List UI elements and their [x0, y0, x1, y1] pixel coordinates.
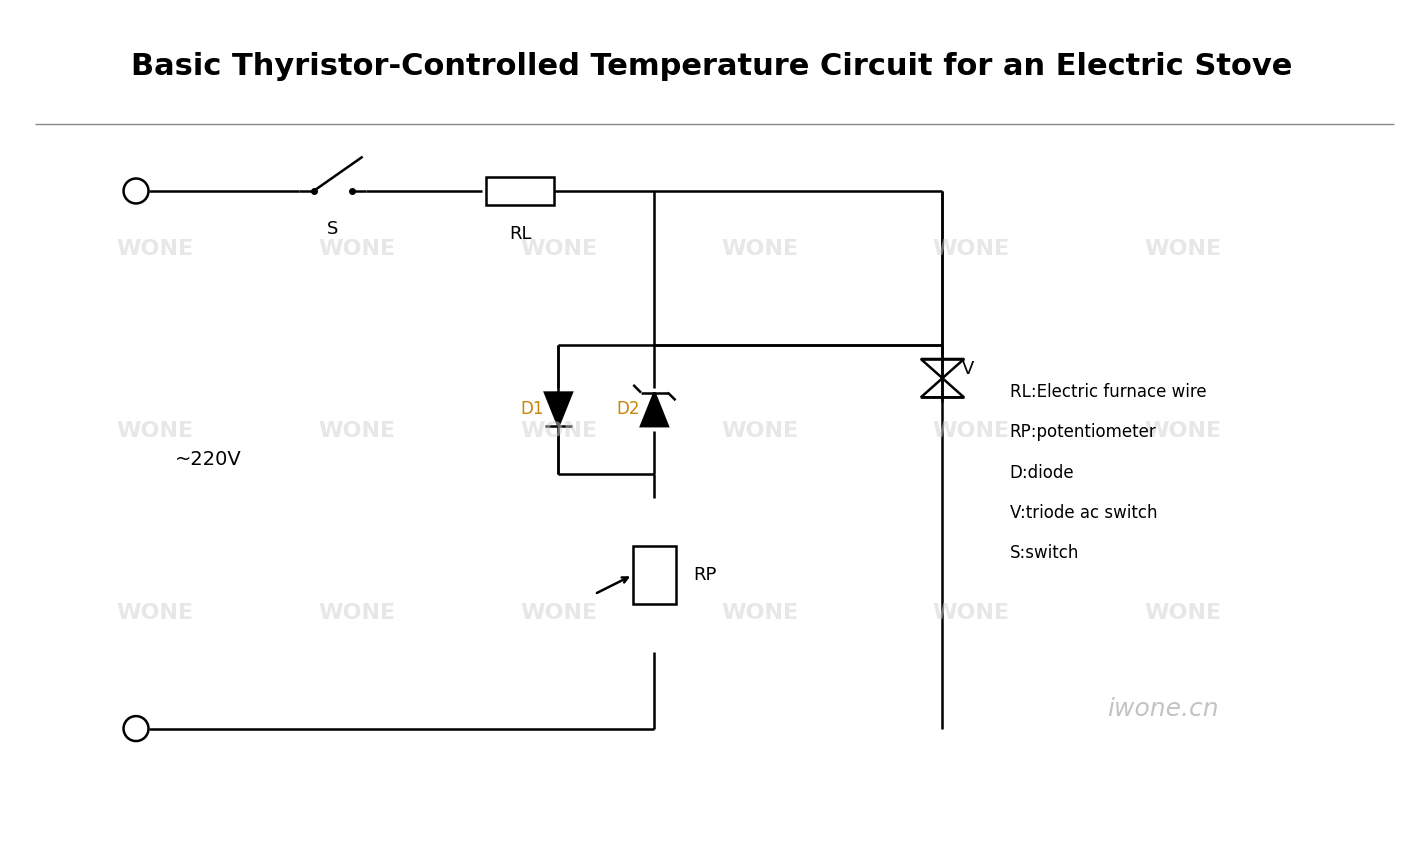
- Text: RL: RL: [509, 225, 532, 243]
- Text: D2: D2: [617, 400, 640, 418]
- Text: WONE: WONE: [1144, 238, 1221, 258]
- Text: WONE: WONE: [520, 238, 597, 258]
- Text: WONE: WONE: [721, 238, 798, 258]
- Text: RL:Electric furnace wire: RL:Electric furnace wire: [1010, 383, 1206, 401]
- Text: Basic Thyristor-Controlled Temperature Circuit for an Electric Stove: Basic Thyristor-Controlled Temperature C…: [131, 52, 1292, 81]
- Text: WONE: WONE: [1144, 421, 1221, 441]
- Text: iwone.cn: iwone.cn: [1107, 697, 1218, 722]
- Text: RP:potentiometer: RP:potentiometer: [1010, 424, 1156, 442]
- Text: S:switch: S:switch: [1010, 544, 1079, 562]
- Text: S: S: [328, 220, 339, 238]
- Text: WONE: WONE: [1144, 604, 1221, 623]
- Text: WONE: WONE: [520, 604, 597, 623]
- Bar: [486, 177, 554, 206]
- Text: WONE: WONE: [933, 604, 1010, 623]
- Text: WONE: WONE: [933, 421, 1010, 441]
- Text: WONE: WONE: [318, 604, 395, 623]
- Text: RP: RP: [693, 566, 717, 584]
- Text: WONE: WONE: [520, 421, 597, 441]
- Text: ~220V: ~220V: [174, 450, 241, 469]
- Polygon shape: [544, 393, 571, 426]
- Text: D:diode: D:diode: [1010, 463, 1074, 481]
- Bar: [633, 546, 675, 604]
- Text: WONE: WONE: [117, 421, 194, 441]
- Text: WONE: WONE: [318, 421, 395, 441]
- Text: V:triode ac switch: V:triode ac switch: [1010, 504, 1157, 522]
- Text: V: V: [962, 360, 975, 378]
- Text: WONE: WONE: [721, 604, 798, 623]
- Text: WONE: WONE: [117, 604, 194, 623]
- Text: WONE: WONE: [721, 421, 798, 441]
- Text: WONE: WONE: [933, 238, 1010, 258]
- Text: WONE: WONE: [117, 238, 194, 258]
- Polygon shape: [641, 393, 668, 426]
- Text: D1: D1: [520, 400, 544, 418]
- Text: WONE: WONE: [318, 238, 395, 258]
